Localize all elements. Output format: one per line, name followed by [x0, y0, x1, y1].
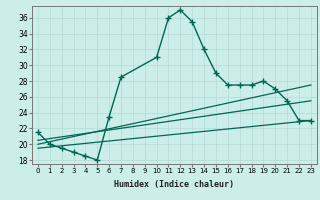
- X-axis label: Humidex (Indice chaleur): Humidex (Indice chaleur): [115, 180, 234, 189]
